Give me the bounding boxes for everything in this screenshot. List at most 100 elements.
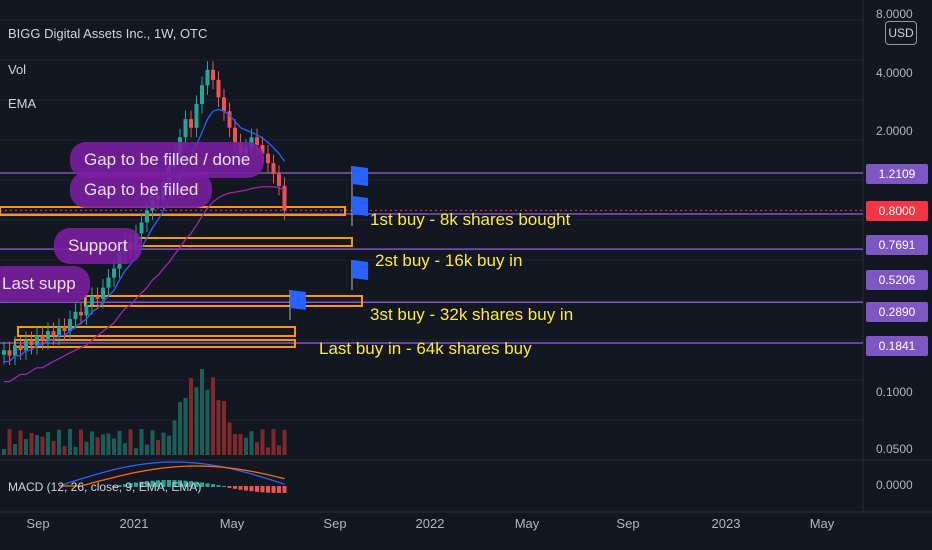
candle-body xyxy=(194,104,199,128)
candle-body xyxy=(260,145,265,154)
volume-bar xyxy=(183,397,188,455)
volume-bar xyxy=(106,433,111,455)
volume-bar xyxy=(7,429,12,455)
candle-body xyxy=(183,119,188,138)
zone-rectangle xyxy=(84,295,363,307)
symbol-title: BIGG Digital Assets Inc., 1W, OTC xyxy=(8,26,208,41)
candle-body xyxy=(282,185,287,211)
volume-bar xyxy=(194,387,199,455)
volume-bar xyxy=(35,435,39,455)
macd-histogram-bar xyxy=(255,486,259,492)
volume-bar xyxy=(57,429,61,455)
ema-line xyxy=(4,186,285,383)
volume-bar xyxy=(178,402,182,455)
candle-body xyxy=(233,127,237,143)
flag-icon xyxy=(290,290,306,310)
macd-histogram-bar xyxy=(222,486,226,487)
volume-bar xyxy=(24,439,28,455)
volume-bar xyxy=(249,431,254,455)
macd-histogram-bar xyxy=(277,486,281,493)
volume-bar xyxy=(282,429,287,455)
macd-histogram-bar xyxy=(205,483,210,487)
volume-bar xyxy=(46,431,50,455)
candle-body xyxy=(35,335,39,346)
macd-histogram-bar xyxy=(112,486,116,487)
volume-legend: Vol xyxy=(8,62,27,77)
volume-bar xyxy=(200,369,204,455)
macd-histogram-bar xyxy=(183,480,188,487)
macd-histogram-bar xyxy=(156,480,160,487)
macd-histogram-bar xyxy=(178,480,182,487)
price-tag-last: 0.8000 xyxy=(866,201,928,221)
volume-bar xyxy=(29,433,34,455)
candle-body xyxy=(90,295,94,306)
macd-histogram-bar xyxy=(194,481,199,487)
volume-bar xyxy=(62,446,67,455)
candle-body xyxy=(7,350,12,356)
volume-bar xyxy=(145,444,149,455)
zone-rectangle xyxy=(17,326,296,337)
price-tag-2: 0.7691 xyxy=(866,235,928,255)
bubble-last-support: Last supp xyxy=(0,266,90,302)
y-tick-label: 2.0000 xyxy=(876,124,913,138)
volume-bar xyxy=(73,446,78,455)
macd-histogram-bar xyxy=(200,482,204,487)
macd-histogram-bar xyxy=(266,486,270,493)
macd-histogram-bar xyxy=(161,480,166,487)
macd-histogram-bar xyxy=(249,486,254,492)
volume-bar xyxy=(205,389,210,455)
volume-bar xyxy=(233,433,237,455)
x-tick-label: Sep xyxy=(323,516,346,531)
volume-bar xyxy=(244,437,248,455)
volume-bar xyxy=(112,438,116,455)
x-tick-label: Sep xyxy=(616,516,639,531)
candle-body xyxy=(73,311,78,320)
volume-bar xyxy=(139,429,144,455)
volume-bar xyxy=(90,431,94,455)
volume-bar xyxy=(277,445,281,455)
annotation-buy-4: Last buy in - 64k shares buy xyxy=(319,339,532,358)
macd-histogram-bar xyxy=(145,481,149,487)
price-tag-4: 0.2890 xyxy=(866,302,928,322)
volume-bar xyxy=(51,441,56,455)
x-tick-label: May xyxy=(220,516,245,531)
flag-icon xyxy=(352,260,368,280)
candle-body xyxy=(200,85,204,105)
candle-body xyxy=(51,331,56,336)
candle-body xyxy=(95,295,100,299)
volume-bar xyxy=(189,378,193,455)
x-tick-label: May xyxy=(515,516,540,531)
x-tick-label: 2022 xyxy=(416,516,445,531)
volume-bar xyxy=(156,439,160,455)
volume-bar xyxy=(260,429,265,455)
annotation-buy-2: 2st buy - 16k buy in xyxy=(375,251,523,270)
flag-icon xyxy=(352,166,368,186)
y-tick-label: 8.0000 xyxy=(876,7,913,21)
macd-histogram-bar xyxy=(189,481,193,487)
annotation-buy-1: 1st buy - 8k shares bought xyxy=(370,210,571,229)
y-tick-label: 0.0500 xyxy=(876,442,913,456)
candle-body xyxy=(112,268,116,278)
annotation-buy-3: 3st buy - 32k shares buy in xyxy=(370,305,574,324)
volume-bar xyxy=(40,436,45,455)
volume-bar xyxy=(101,434,105,455)
x-tick-label: 2023 xyxy=(712,516,741,531)
x-tick-label: May xyxy=(810,516,835,531)
volume-bar xyxy=(150,430,155,455)
currency-button[interactable]: USD xyxy=(885,21,917,45)
candle-body xyxy=(57,326,61,336)
macd-histogram-bar xyxy=(139,481,144,487)
ema-legend: EMA xyxy=(8,96,37,111)
candle-body xyxy=(79,311,83,316)
candle-body xyxy=(101,287,105,299)
macd-tick-label: 0.0000 xyxy=(876,478,913,492)
flag-icon xyxy=(352,196,368,216)
candle-body xyxy=(106,277,111,288)
macd-histogram-bar xyxy=(123,484,127,487)
bubble-support: Support xyxy=(54,228,142,264)
candle-body xyxy=(277,173,281,186)
volume-bar xyxy=(227,422,232,455)
candle-body xyxy=(2,350,6,355)
macd-legend: MACD (12, 26, close, 9, EMA, EMA) xyxy=(8,480,202,494)
